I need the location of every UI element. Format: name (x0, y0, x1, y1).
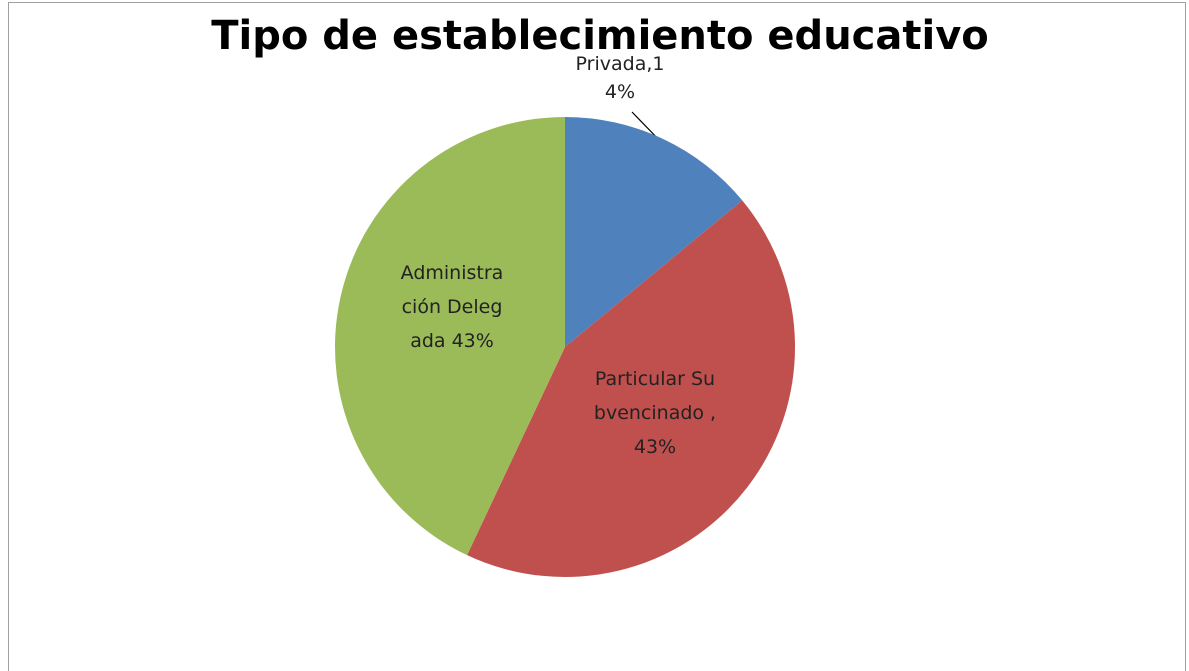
data-label: Particular Subvencinado ,43% (593, 368, 717, 458)
pie-slice (565, 117, 743, 347)
chart-title: Tipo de establecimiento educativo (211, 13, 989, 59)
data-label: Administración Delegada 43% (400, 262, 504, 352)
pie-slice (467, 200, 795, 577)
data-label: Privada,14% (575, 53, 665, 103)
chart-frame (8, 2, 1186, 671)
pie-slice (334, 116, 565, 556)
